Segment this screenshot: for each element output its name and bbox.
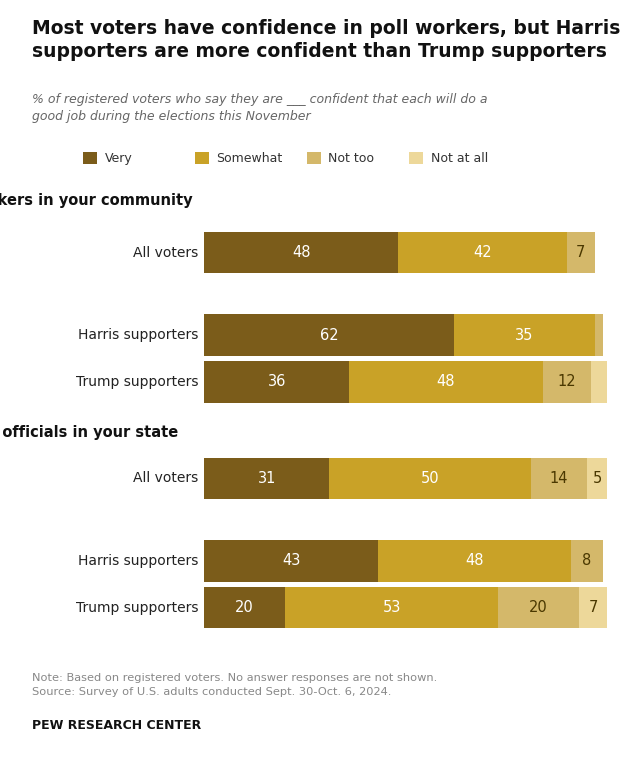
Text: 48: 48 bbox=[292, 245, 311, 260]
Bar bbox=[579, 587, 607, 629]
Text: 8: 8 bbox=[582, 553, 592, 568]
Bar bbox=[378, 540, 571, 581]
Text: 7: 7 bbox=[576, 245, 585, 260]
Text: Harris supporters: Harris supporters bbox=[78, 554, 199, 568]
Bar bbox=[204, 540, 378, 581]
Text: 48: 48 bbox=[465, 553, 484, 568]
Bar bbox=[591, 361, 607, 403]
Text: 43: 43 bbox=[282, 553, 300, 568]
Text: Somewhat: Somewhat bbox=[217, 151, 283, 165]
Bar bbox=[329, 457, 530, 499]
Bar bbox=[454, 314, 595, 355]
Text: 14: 14 bbox=[550, 471, 568, 486]
Text: Trump supporters: Trump supporters bbox=[76, 375, 199, 389]
Text: 7: 7 bbox=[589, 600, 597, 615]
Text: 31: 31 bbox=[258, 471, 276, 486]
Bar bbox=[595, 314, 603, 355]
Bar bbox=[350, 361, 543, 403]
Text: Not at all: Not at all bbox=[431, 151, 488, 165]
Text: 50: 50 bbox=[420, 471, 439, 486]
Bar bbox=[530, 457, 587, 499]
Text: PEW RESEARCH CENTER: PEW RESEARCH CENTER bbox=[32, 719, 201, 732]
Bar bbox=[543, 361, 591, 403]
Text: Very: Very bbox=[105, 151, 132, 165]
Bar bbox=[204, 457, 329, 499]
Text: Not too: Not too bbox=[328, 151, 374, 165]
Text: 48: 48 bbox=[437, 374, 455, 390]
Text: 20: 20 bbox=[235, 600, 254, 615]
Text: Trump supporters: Trump supporters bbox=[76, 600, 199, 615]
Text: Note: Based on registered voters. No answer responses are not shown.
Source: Sur: Note: Based on registered voters. No ans… bbox=[32, 673, 437, 696]
Bar bbox=[285, 587, 498, 629]
Text: Poll workers in your community: Poll workers in your community bbox=[0, 193, 192, 209]
Bar bbox=[397, 232, 567, 273]
Text: All voters: All voters bbox=[133, 471, 199, 486]
Text: 42: 42 bbox=[473, 245, 491, 260]
Bar bbox=[204, 361, 350, 403]
Bar bbox=[567, 232, 595, 273]
Bar bbox=[498, 587, 579, 629]
Bar bbox=[204, 587, 285, 629]
Text: Most voters have confidence in poll workers, but Harris
supporters are more conf: Most voters have confidence in poll work… bbox=[32, 19, 620, 61]
Text: 5: 5 bbox=[592, 471, 601, 486]
Bar bbox=[204, 232, 397, 273]
Text: All voters: All voters bbox=[133, 246, 199, 260]
Bar bbox=[571, 540, 603, 581]
Text: % of registered voters who say they are ___ confident that each will do a
good j: % of registered voters who say they are … bbox=[32, 93, 488, 123]
Text: 20: 20 bbox=[529, 600, 548, 615]
Text: Harris supporters: Harris supporters bbox=[78, 328, 199, 342]
Text: 62: 62 bbox=[320, 327, 339, 342]
Bar bbox=[204, 314, 454, 355]
Text: 53: 53 bbox=[383, 600, 401, 615]
Bar bbox=[587, 457, 607, 499]
Text: 12: 12 bbox=[557, 374, 576, 390]
Text: 36: 36 bbox=[268, 374, 286, 390]
Text: 35: 35 bbox=[515, 327, 534, 342]
Text: Election officials in your state: Election officials in your state bbox=[0, 425, 178, 440]
